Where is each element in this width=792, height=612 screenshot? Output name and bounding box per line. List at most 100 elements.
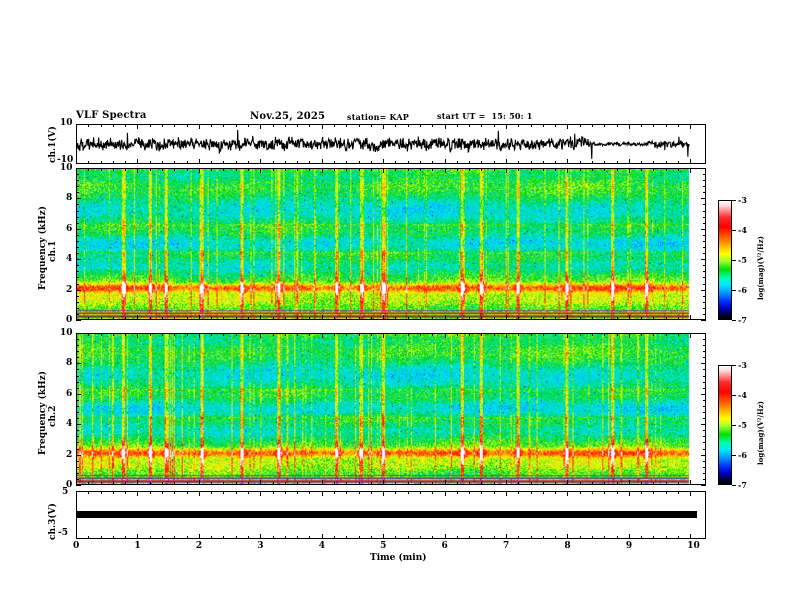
- x-tickmark: [321, 159, 323, 164]
- x-tickmark: [690, 480, 692, 485]
- x-tickmark: [297, 161, 299, 164]
- ch1-volt-axis-label: ch.1(V): [48, 126, 58, 163]
- x-tickmark: [235, 536, 237, 539]
- x-tickmark: [665, 317, 667, 320]
- x-tickmark: [125, 168, 127, 171]
- x-tickmark: [456, 161, 458, 164]
- x-tickmark: [653, 482, 655, 485]
- x-tickmark: [518, 124, 520, 127]
- x-tickmark: [76, 534, 77, 539]
- x-tickmark: [469, 124, 471, 127]
- freq-tickmark: [76, 369, 79, 371]
- x-tickmark: [223, 491, 225, 494]
- x-tick-2: 2: [195, 541, 203, 551]
- freq-tickmark: [76, 448, 79, 450]
- x-tick-5: 5: [380, 541, 387, 551]
- freq-tickmark: [703, 277, 706, 279]
- x-tickmark: [555, 491, 557, 494]
- x-tickmark: [690, 159, 692, 164]
- x-tickmark: [591, 317, 593, 320]
- x-tickmark: [518, 161, 520, 164]
- x-tickmark: [149, 168, 151, 171]
- freq-tickmark: [703, 283, 706, 285]
- x-tickmark: [493, 161, 495, 164]
- x-tickmark: [432, 161, 434, 164]
- x-tickmark: [333, 161, 335, 164]
- freq-tickmark: [76, 399, 79, 401]
- x-tickmark: [370, 491, 372, 494]
- x-tickmark: [628, 124, 630, 129]
- ch2-spectrogram-image: [77, 334, 705, 484]
- x-tick-4: 4: [318, 541, 325, 551]
- x-tickmark: [432, 333, 434, 336]
- freq-tickmark: [703, 357, 706, 359]
- freq-tickmark: [76, 418, 79, 420]
- x-tickmark: [161, 168, 163, 171]
- freq-tickmark: [703, 271, 706, 273]
- x-tickmark: [186, 161, 188, 164]
- freq-tickmark: [76, 240, 79, 242]
- x-tickmark: [407, 161, 409, 164]
- x-tickmark: [211, 491, 213, 494]
- x-tickmark: [321, 480, 323, 485]
- colorbar-ch2-label: log(mag)(V²/Hz): [756, 401, 765, 465]
- x-tickmark: [161, 482, 163, 485]
- x-tickmark: [591, 124, 593, 127]
- freq-tickmark: [703, 387, 706, 389]
- x-tickmark: [579, 161, 581, 164]
- colorbar-ch2-tick-label: -3: [738, 360, 747, 370]
- x-tickmark: [272, 168, 274, 171]
- freq-tickmark: [76, 301, 79, 303]
- x-tickmark: [432, 491, 434, 494]
- x-tickmark: [137, 168, 139, 173]
- freq-tickmark: [76, 357, 79, 359]
- x-tickmark: [456, 536, 458, 539]
- freq-tickmark: [76, 393, 81, 395]
- x-tickmark: [211, 482, 213, 485]
- x-tickmark: [125, 536, 127, 539]
- x-tickmark: [616, 317, 618, 320]
- x-tickmark: [211, 333, 213, 336]
- x-tickmark: [174, 317, 176, 320]
- freq-tickmark: [76, 228, 81, 230]
- x-tickmark: [100, 491, 102, 494]
- freq-tickmark: [701, 333, 706, 334]
- x-tick-1: 1: [134, 541, 141, 551]
- x-tickmark: [125, 333, 127, 336]
- x-tickmark: [395, 491, 397, 494]
- x-tickmark: [112, 168, 114, 171]
- x-tickmark: [174, 536, 176, 539]
- x-tickmark: [653, 317, 655, 320]
- x-tickmark: [591, 161, 593, 164]
- x-tickmark: [247, 333, 249, 336]
- x-tickmark: [481, 333, 483, 336]
- x-tickmark: [665, 491, 667, 494]
- x-tickmark: [616, 333, 618, 336]
- x-tickmark: [579, 317, 581, 320]
- x-tickmark: [469, 482, 471, 485]
- x-tickmark: [493, 482, 495, 485]
- x-tickmark: [555, 124, 557, 127]
- x-tickmark: [407, 168, 409, 171]
- x-tick-0: 0: [73, 541, 80, 551]
- x-tickmark: [469, 161, 471, 164]
- x-tickmark: [419, 168, 421, 171]
- ch1-spectrogram-panel: [76, 168, 706, 320]
- x-tickmark: [505, 315, 507, 320]
- ch1-freq-tick-6: 6: [66, 223, 73, 234]
- x-tickmark: [198, 333, 200, 338]
- x-tickmark: [653, 124, 655, 127]
- freq-tickmark: [76, 186, 79, 188]
- freq-tickmark: [76, 198, 81, 200]
- freq-tickmark: [76, 454, 81, 456]
- x-tickmark: [481, 317, 483, 320]
- freq-tickmark: [76, 351, 79, 353]
- x-tickmark: [604, 333, 606, 336]
- freq-tickmark: [703, 253, 706, 255]
- x-tickmark: [432, 317, 434, 320]
- x-tickmark: [419, 317, 421, 320]
- x-tickmark: [469, 168, 471, 171]
- x-tickmark: [260, 534, 262, 539]
- x-tickmark: [125, 317, 127, 320]
- x-tickmark: [370, 536, 372, 539]
